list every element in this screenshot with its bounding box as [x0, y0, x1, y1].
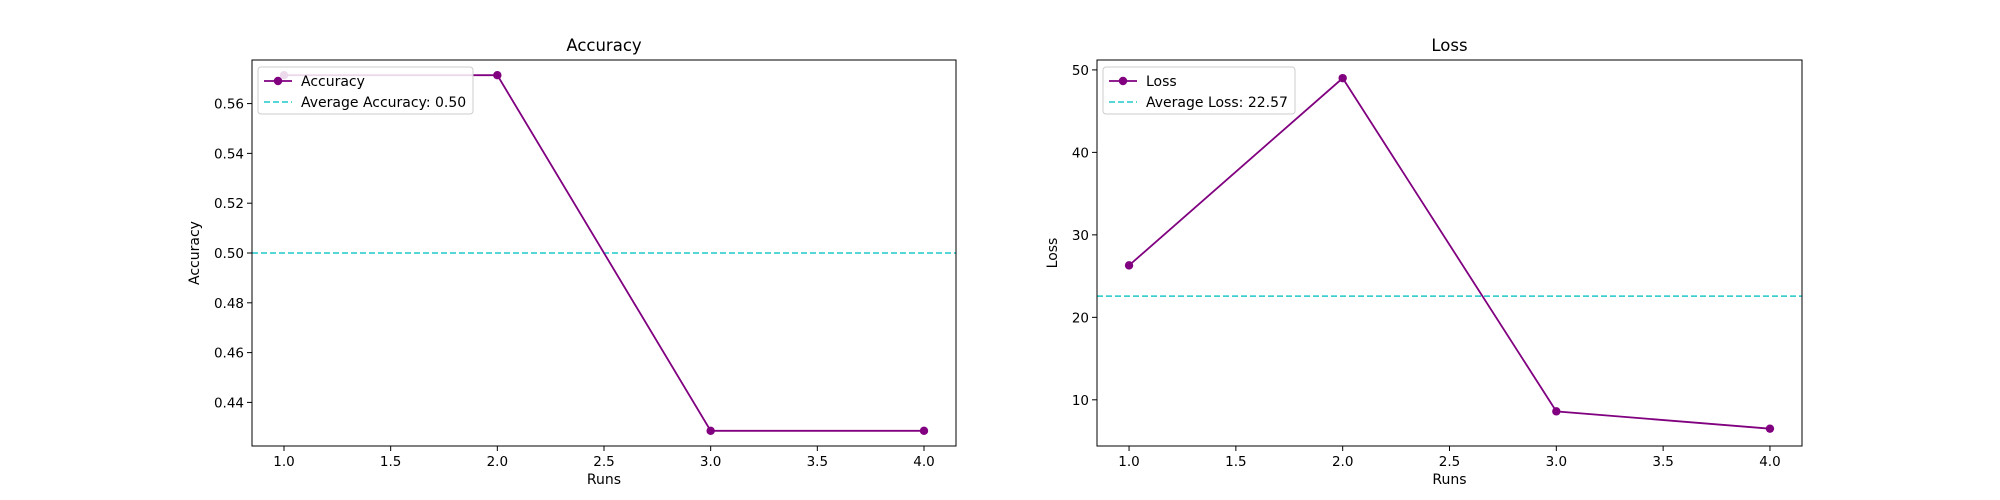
legend-series-marker	[273, 76, 283, 86]
x-tick-label: 1.5	[1225, 454, 1246, 470]
data-point	[493, 70, 502, 80]
y-tick-label: 30	[1072, 228, 1089, 244]
x-tick-label: 4.0	[913, 454, 934, 470]
data-point	[1124, 261, 1134, 270]
y-tick-label: 0.50	[214, 246, 244, 262]
chart-title: Loss	[1431, 36, 1467, 55]
x-tick-label: 3.0	[1546, 454, 1567, 470]
x-axis-label: Runs	[1432, 472, 1466, 488]
y-tick-label: 20	[1072, 310, 1089, 326]
series-line	[1128, 76, 1771, 430]
y-tick-label: 0.52	[214, 196, 244, 212]
y-tick-label: 10	[1072, 393, 1089, 409]
x-tick-label: 2.5	[1439, 454, 1460, 470]
x-tick-label: 1.0	[1118, 454, 1139, 470]
y-axis-label: Accuracy	[187, 221, 203, 285]
x-tick-label: 3.5	[807, 454, 828, 470]
y-tick-label: 0.48	[214, 296, 244, 312]
x-tick-label: 1.0	[273, 454, 294, 470]
legend-average-label: Average Loss: 22.57	[1146, 95, 1288, 111]
chart-panels: Accuracy 1.0 1.5 2.0 2.5 3.0 3.5 4.0 0.44 0.46 0.4…	[187, 36, 1803, 488]
y-tick-label: 0.54	[214, 146, 244, 162]
x-tick-label: 4.0	[1759, 454, 1780, 470]
legend-series-label: Loss	[1146, 74, 1177, 90]
y-tick-label: 40	[1072, 145, 1089, 161]
x-axis-label: Runs	[587, 472, 621, 488]
legend: Accuracy Average Accuracy: 0.50	[257, 66, 474, 115]
legend-series-marker	[1118, 76, 1128, 86]
legend: Loss Average Loss: 22.57	[1102, 66, 1296, 115]
y-tick-label: 0.56	[214, 97, 244, 113]
y-axis-label: Loss	[1045, 238, 1061, 269]
y-tick-label: 0.46	[214, 346, 244, 362]
y-tick-label: 0.44	[214, 395, 244, 411]
legend-series-label: Accuracy	[301, 74, 365, 90]
chart-title: Accuracy	[566, 36, 642, 55]
data-point	[1552, 407, 1561, 416]
x-tick-label: 2.0	[487, 454, 508, 470]
data-point	[919, 426, 929, 436]
x-tick-label: 2.5	[593, 454, 614, 470]
x-tick-label: 3.5	[1652, 454, 1673, 470]
data-point	[1338, 73, 1347, 83]
y-tick-label: 50	[1072, 63, 1089, 79]
legend-box	[257, 66, 474, 115]
data-point	[706, 426, 715, 436]
x-tick-label: 2.0	[1332, 454, 1353, 470]
chart-panel-1: Accuracy 1.0 1.5 2.0 2.5 3.0 3.5 4.0 0.44 0.46 0.4…	[187, 36, 957, 488]
legend-box	[1102, 66, 1296, 115]
data-point	[1765, 424, 1775, 433]
chart-panel-2: Loss 1.0 1.5 2.0 2.5 3.0 3.5 4.0 10 20 30 40 50 Runs L…	[1045, 36, 1803, 488]
x-tick-label: 1.5	[380, 454, 401, 470]
x-tick-label: 3.0	[700, 454, 721, 470]
legend-average-label: Average Accuracy: 0.50	[301, 95, 466, 111]
